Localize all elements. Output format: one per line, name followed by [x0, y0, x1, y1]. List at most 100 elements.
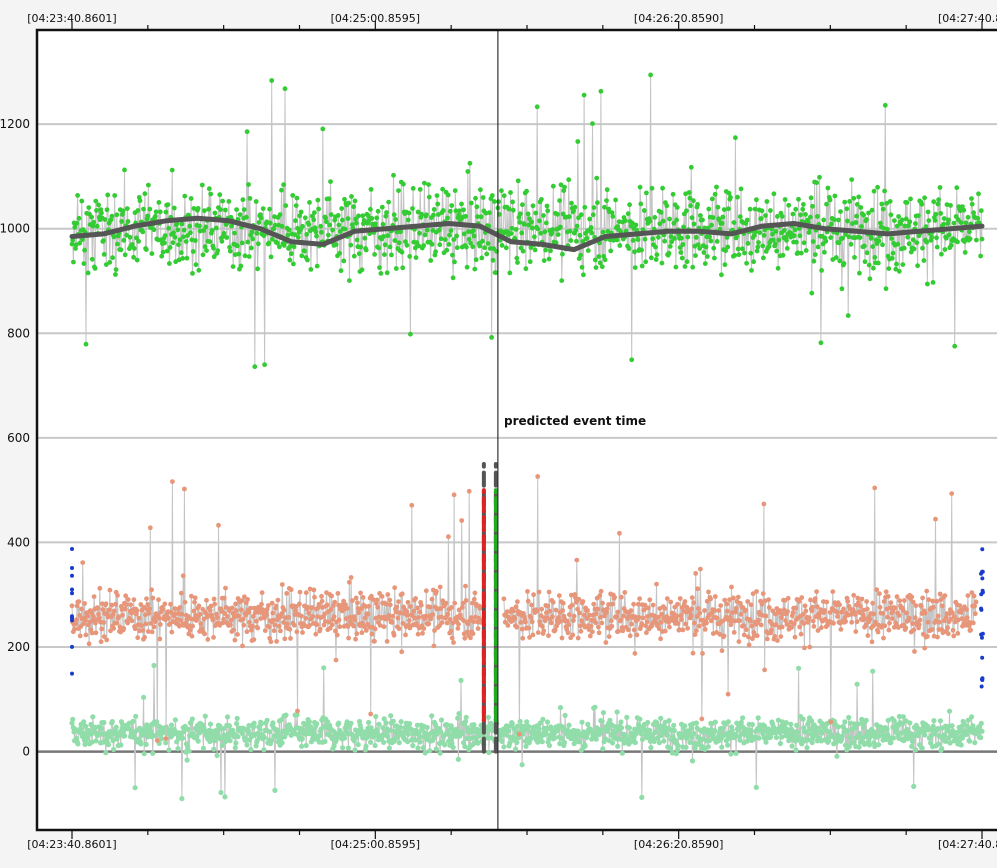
data-point [167, 261, 172, 266]
data-point [885, 614, 890, 620]
data-point [842, 719, 848, 725]
data-point [651, 738, 657, 745]
data-point [463, 714, 469, 720]
data-point [77, 633, 83, 639]
data-point [128, 602, 134, 608]
data-point [852, 612, 858, 617]
data-point [544, 203, 550, 209]
data-point [819, 268, 824, 273]
data-point [477, 606, 483, 611]
data-point [227, 244, 233, 250]
data-point [183, 239, 189, 244]
data-point [924, 588, 930, 594]
data-point [909, 743, 915, 750]
data-point [902, 223, 908, 229]
data-point [245, 239, 251, 245]
data-point [748, 602, 754, 608]
data-point [860, 612, 866, 618]
data-point [247, 619, 252, 625]
trend-line [69, 215, 985, 253]
data-point [389, 620, 395, 625]
data-point [919, 745, 925, 751]
data-point [246, 254, 252, 259]
data-point [427, 604, 433, 610]
data-point [432, 628, 437, 633]
data-point [617, 530, 622, 536]
data-point [510, 608, 516, 614]
data-point [335, 213, 341, 218]
data-point [298, 613, 304, 619]
data-point [312, 210, 317, 216]
data-point [463, 598, 469, 603]
data-point [755, 244, 761, 250]
data-point [259, 601, 264, 607]
data-point [282, 636, 288, 642]
data-point [579, 719, 585, 725]
data-point [829, 221, 834, 227]
data-point [75, 741, 81, 747]
data-point [862, 259, 868, 265]
data-point [163, 736, 169, 741]
data-point [639, 263, 645, 269]
data-point [337, 250, 342, 256]
data-point [922, 610, 928, 616]
data-point [550, 599, 556, 605]
data-point [423, 613, 429, 619]
data-point [779, 214, 785, 219]
data-point [316, 602, 322, 607]
data-point [353, 636, 358, 642]
data-point [648, 255, 654, 261]
data-point [751, 233, 757, 238]
data-point [160, 249, 166, 255]
x-tick-label-top: [04:26:20.8590] [634, 12, 723, 25]
data-point [122, 167, 127, 173]
data-point [324, 602, 330, 608]
data-point [523, 743, 529, 749]
data-point [749, 623, 755, 629]
data-point [470, 600, 475, 606]
data-point [215, 729, 221, 735]
data-point [188, 230, 193, 236]
data-point [232, 230, 237, 236]
data-point [949, 723, 955, 729]
data-point [515, 599, 520, 605]
data-point [456, 212, 462, 218]
data-point [596, 624, 601, 630]
data-point [638, 201, 644, 207]
data-point [580, 599, 586, 604]
data-point [853, 629, 859, 634]
data-point [141, 206, 146, 212]
data-point [305, 604, 310, 610]
data-point [70, 618, 74, 623]
data-point [546, 742, 553, 749]
data-point [979, 728, 985, 734]
data-point [278, 628, 283, 634]
data-point [181, 729, 187, 735]
data-point [876, 238, 882, 244]
data-point [96, 615, 102, 621]
data-point [689, 215, 695, 221]
data-point [925, 634, 930, 639]
data-point [246, 182, 251, 187]
data-point [734, 720, 740, 726]
data-point [604, 187, 610, 193]
data-point [443, 600, 449, 606]
data-point [89, 610, 94, 616]
data-point [709, 222, 714, 228]
data-point [333, 628, 338, 634]
data-point [708, 238, 714, 244]
data-point [106, 607, 112, 613]
data-point [695, 242, 701, 248]
data-point [623, 218, 628, 224]
data-point [770, 231, 775, 237]
data-point [923, 224, 929, 230]
data-point [177, 605, 183, 610]
data-point [445, 192, 451, 198]
data-point [671, 722, 677, 729]
data-point [877, 604, 883, 610]
data-point [796, 599, 802, 604]
data-point [627, 202, 632, 208]
data-point [448, 723, 454, 729]
data-point [338, 268, 344, 274]
data-point [193, 262, 199, 268]
